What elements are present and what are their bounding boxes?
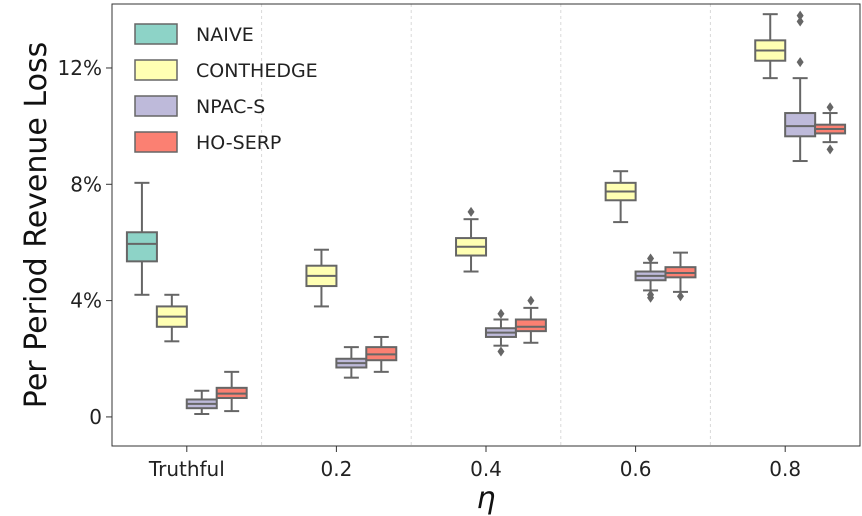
y-tick-label: 8%	[70, 172, 102, 196]
outlier-point	[826, 144, 834, 155]
legend-item: NPAC-S	[134, 95, 265, 118]
box-body	[514, 318, 547, 333]
box	[604, 170, 637, 224]
series-conthedge	[155, 13, 787, 343]
legend-item: NAIVE	[134, 23, 254, 46]
box	[514, 295, 547, 344]
box-series-layer	[125, 10, 847, 416]
box	[155, 293, 188, 343]
x-tick-label: 0.2	[320, 457, 352, 481]
box	[784, 10, 817, 163]
x-axis-title: η	[476, 481, 495, 516]
x-tick-label: 0.8	[769, 457, 801, 481]
box	[365, 335, 398, 373]
outlier-point	[467, 206, 475, 217]
box	[455, 206, 488, 273]
outlier-point	[796, 16, 804, 27]
box	[215, 370, 248, 413]
legend-swatch	[134, 23, 178, 45]
box	[754, 13, 787, 80]
legend-label: HO-SERP	[196, 132, 281, 154]
box	[125, 181, 158, 296]
box-body	[784, 112, 817, 138]
x-tick-label: 0.6	[620, 457, 652, 481]
box	[484, 308, 517, 357]
outlier-point	[497, 308, 505, 319]
outlier-point	[676, 291, 684, 302]
outlier-point	[647, 253, 655, 264]
outlier-point	[647, 289, 655, 300]
legend-label: NAIVE	[196, 24, 254, 46]
y-tick-label: 12%	[58, 56, 102, 80]
x-tick-label: 0.4	[470, 457, 502, 481]
legend: NAIVE CONTHEDGE NPAC-S HO-SERP	[134, 23, 318, 154]
x-tick-label: Truthful	[148, 457, 225, 481]
outlier-point	[796, 57, 804, 68]
legend-swatch	[134, 59, 178, 81]
box	[305, 248, 338, 308]
y-axis-title: Per Period Revenue Loss	[19, 42, 54, 408]
outlier-point	[826, 102, 834, 113]
y-tick-label: 4%	[70, 289, 102, 313]
category-separators	[261, 4, 711, 446]
legend-swatch	[134, 95, 178, 117]
box	[185, 389, 218, 416]
outlier-point	[796, 10, 804, 21]
outlier-point	[497, 346, 505, 357]
box	[335, 346, 368, 379]
x-axis-ticks: Truthful 0.2 0.4 0.6 0.8	[148, 446, 801, 481]
legend-item: CONTHEDGE	[134, 59, 318, 82]
box-body	[125, 231, 158, 263]
outlier-point	[527, 295, 535, 306]
box	[814, 102, 847, 155]
box	[634, 253, 667, 303]
y-axis-ticks: 0 4% 8% 12%	[58, 56, 112, 429]
series-ho-serp	[215, 102, 847, 413]
box	[664, 251, 697, 302]
legend-label: NPAC-S	[196, 96, 265, 118]
legend-item: HO-SERP	[134, 131, 281, 154]
legend-swatch	[134, 131, 178, 153]
legend-label: CONTHEDGE	[196, 60, 318, 82]
y-tick-label: 0	[89, 405, 102, 429]
series-naive	[125, 181, 158, 296]
